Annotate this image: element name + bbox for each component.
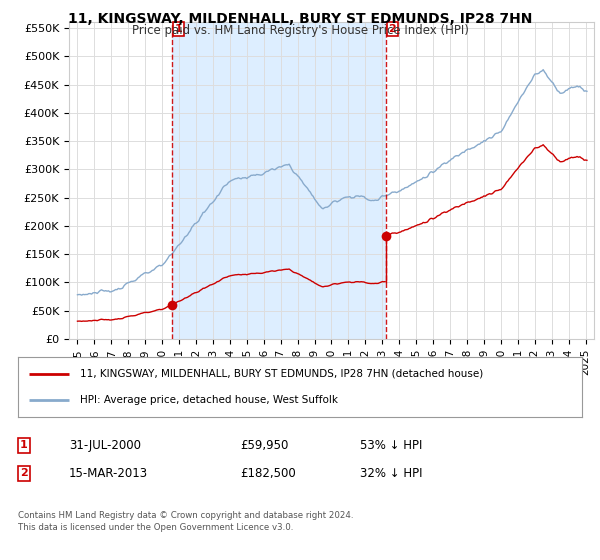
Text: £182,500: £182,500 [240,466,296,480]
Text: HPI: Average price, detached house, West Suffolk: HPI: Average price, detached house, West… [80,395,338,405]
Text: 32% ↓ HPI: 32% ↓ HPI [360,466,422,480]
Text: £59,950: £59,950 [240,438,289,452]
Bar [172,22,386,339]
Text: 1: 1 [175,24,182,34]
Text: 1: 1 [20,440,28,450]
Text: 53% ↓ HPI: 53% ↓ HPI [360,438,422,452]
Text: 2: 2 [388,24,396,34]
Text: 31-JUL-2000: 31-JUL-2000 [69,438,141,452]
Text: 2: 2 [20,468,28,478]
Text: 11, KINGSWAY, MILDENHALL, BURY ST EDMUNDS, IP28 7HN (detached house): 11, KINGSWAY, MILDENHALL, BURY ST EDMUND… [80,368,483,379]
Text: Price paid vs. HM Land Registry's House Price Index (HPI): Price paid vs. HM Land Registry's House … [131,24,469,36]
Text: 15-MAR-2013: 15-MAR-2013 [69,466,148,480]
Text: Contains HM Land Registry data © Crown copyright and database right 2024.
This d: Contains HM Land Registry data © Crown c… [18,511,353,531]
Text: 11, KINGSWAY, MILDENHALL, BURY ST EDMUNDS, IP28 7HN: 11, KINGSWAY, MILDENHALL, BURY ST EDMUND… [68,12,532,26]
